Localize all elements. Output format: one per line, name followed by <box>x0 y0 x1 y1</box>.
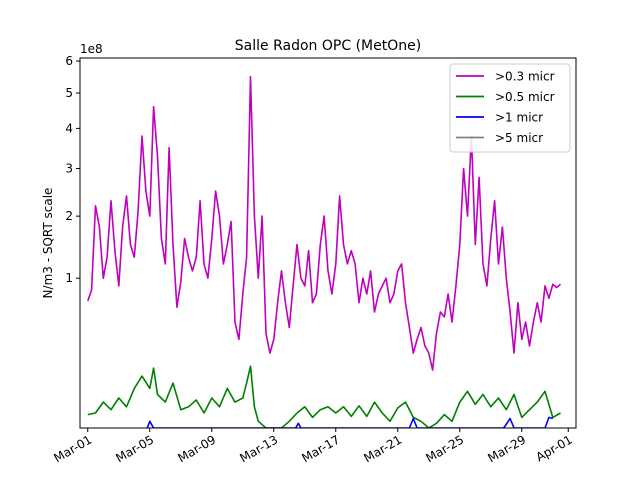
y-multiplier-label: 1e8 <box>80 42 103 56</box>
plot-frame <box>79 57 577 429</box>
chart-title: Salle Radon OPC (MetOne) <box>235 38 421 54</box>
x-tick-label: Mar-05 <box>113 432 156 465</box>
series-line-1 <box>87 365 561 428</box>
y-tick-label: 5 <box>65 86 73 100</box>
x-tick-label: Apr-01 <box>534 432 575 464</box>
y-tick-label: 2 <box>65 209 73 223</box>
legend-label-1: >0.5 micr <box>495 90 555 104</box>
y-axis-label: N/m3 - SQRT scale <box>41 188 55 299</box>
y-tick-label: 6 <box>65 54 73 68</box>
legend-label-3: >5 micr <box>495 131 543 145</box>
x-tick-label: Mar-17 <box>299 432 342 465</box>
x-tick-label: Mar-01 <box>51 432 94 465</box>
x-tick-label: Mar-21 <box>361 432 404 465</box>
series-line-2 <box>146 416 554 428</box>
series-line-0 <box>87 75 562 371</box>
legend-label-2: >1 micr <box>495 111 543 125</box>
x-tick-label: Mar-29 <box>485 432 528 465</box>
legend: >0.3 micr >0.5 micr >1 micr >5 micr <box>449 63 571 153</box>
legend-label-0: >0.3 micr <box>495 70 555 84</box>
x-tick-label: Mar-25 <box>423 432 466 465</box>
y-tick-label: 4 <box>65 121 73 135</box>
y-tick-label: 3 <box>65 162 73 176</box>
x-tick-label: Mar-13 <box>237 432 280 465</box>
x-tick-label: Mar-09 <box>175 432 218 465</box>
plot-area <box>87 75 562 428</box>
legend-box <box>449 63 571 153</box>
y-tick-label: 1 <box>65 271 73 285</box>
